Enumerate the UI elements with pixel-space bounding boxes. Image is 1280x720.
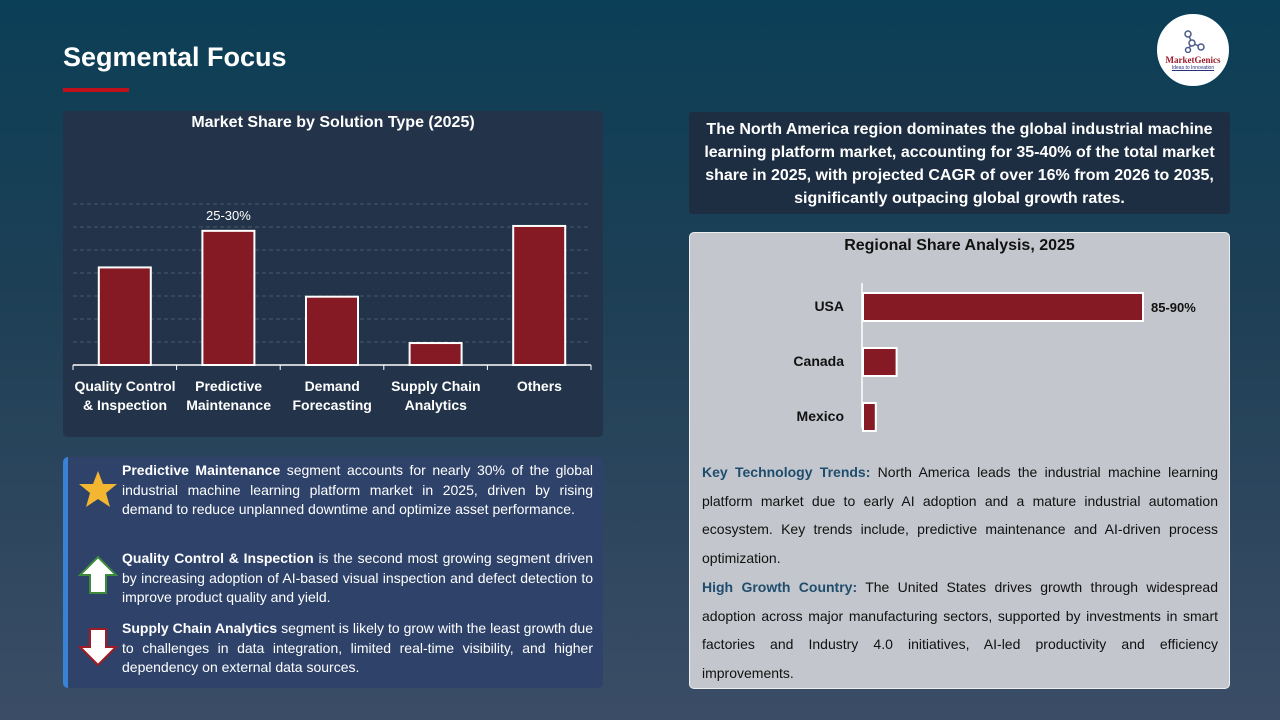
logo: MarketGenics Ideas to Innovation [1155,12,1231,88]
bar [408,342,463,367]
chart-title: Market Share by Solution Type (2025) [191,114,475,131]
insight-item: Quality Control & Inspection is the seco… [122,549,593,608]
solution-bar-chart: 25-30% [72,203,592,370]
bar [201,229,256,367]
region-label: Canada [793,353,844,369]
arrow-up-icon [78,555,118,594]
bar [512,224,567,366]
region-label: USA [814,298,844,314]
logo-tagline: Ideas to Innovation [1171,65,1215,71]
category-label: Supply Chain Analytics [391,378,481,413]
insights-panel: Predictive Maintenance segment accounts … [63,457,603,688]
bar [305,295,359,367]
bar [862,292,1144,322]
title-underline [63,88,129,92]
growth-body: The United States drives growth through … [702,578,1218,681]
regional-bar-chart: 85-90% [861,283,1196,432]
regional-panel: Regional Share Analysis, 2025 85-90% USA… [689,232,1230,689]
trends-body: North America leads the industrial machi… [702,464,1218,567]
summary-box: The North America region dominates the g… [689,112,1230,214]
arrow-down-icon [78,628,118,667]
insight-text: is the second most growing segment drive… [122,550,593,605]
category-label: Quality Control & Inspection [74,378,176,413]
chart-title: Regional Share Analysis, 2025 [844,237,1075,254]
insight-text: segment is likely to grow with the least… [122,620,593,675]
trends-key: Key Technology Trends: [702,464,871,480]
page-title: Segmental Focus [63,42,287,72]
network-icon [1184,30,1205,53]
insight-bold: Supply Chain Analytics [122,620,278,636]
insight-bold: Predictive Maintenance [122,462,281,478]
insight-bold: Quality Control & Inspection [122,550,314,566]
data-label: 85-90% [1151,300,1196,315]
solution-chart-panel: Market Share by Solution Type (2025) 25-… [63,111,603,437]
category-label: Demand Forecasting [292,378,372,413]
insight-item: Supply Chain Analytics segment is likely… [122,619,593,678]
insight-text: segment accounts for nearly 30% of the g… [122,462,593,517]
trends-text: Key Technology Trends: North America lea… [702,458,1218,688]
category-label: Others [516,378,562,394]
insight-item: Predictive Maintenance segment accounts … [122,461,593,520]
category-label: Predictive Maintenance [186,378,271,413]
star-icon [79,471,117,507]
data-label: 25-30% [206,208,251,223]
region-label: Mexico [796,408,844,424]
bar [97,266,152,366]
growth-key: High Growth Country: [702,578,858,595]
bar [862,402,877,432]
bar [862,347,898,377]
logo-name: MarketGenics [1165,55,1221,65]
